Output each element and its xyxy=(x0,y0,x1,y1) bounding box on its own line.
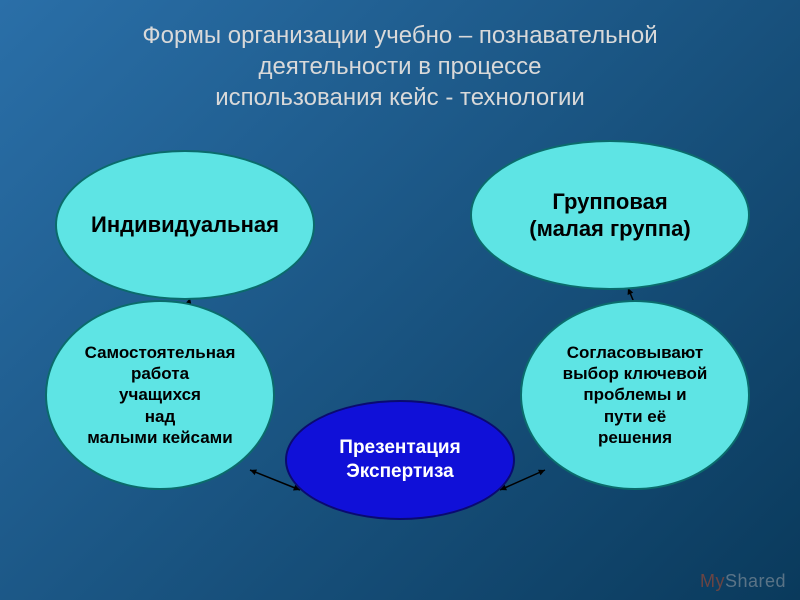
watermark-suffix: Shared xyxy=(725,571,786,591)
node-center-label: ПрезентацияЭкспертиза xyxy=(339,436,460,484)
node-agree: Согласовываютвыбор ключевойпроблемы ипут… xyxy=(520,300,750,490)
slide-title: Формы организации учебно – познавательно… xyxy=(0,20,800,114)
title-line-2: деятельности в процессе xyxy=(0,51,800,82)
watermark-prefix: My xyxy=(700,571,725,591)
node-individual-label: Индивидуальная xyxy=(91,211,279,239)
node-center: ПрезентацияЭкспертиза xyxy=(285,400,515,520)
node-selfwork-label: Самостоятельнаяработаучащихсянадмалыми к… xyxy=(85,342,236,448)
node-group: Групповая(малая группа) xyxy=(470,140,750,290)
title-line-1: Формы организации учебно – познавательно… xyxy=(0,20,800,51)
node-group-label: Групповая(малая группа) xyxy=(529,188,690,243)
title-line-3: использования кейс - технологии xyxy=(0,82,800,113)
node-selfwork: Самостоятельнаяработаучащихсянадмалыми к… xyxy=(45,300,275,490)
node-agree-label: Согласовываютвыбор ключевойпроблемы ипут… xyxy=(563,342,708,448)
node-individual: Индивидуальная xyxy=(55,150,315,300)
watermark: MyShared xyxy=(700,571,786,592)
